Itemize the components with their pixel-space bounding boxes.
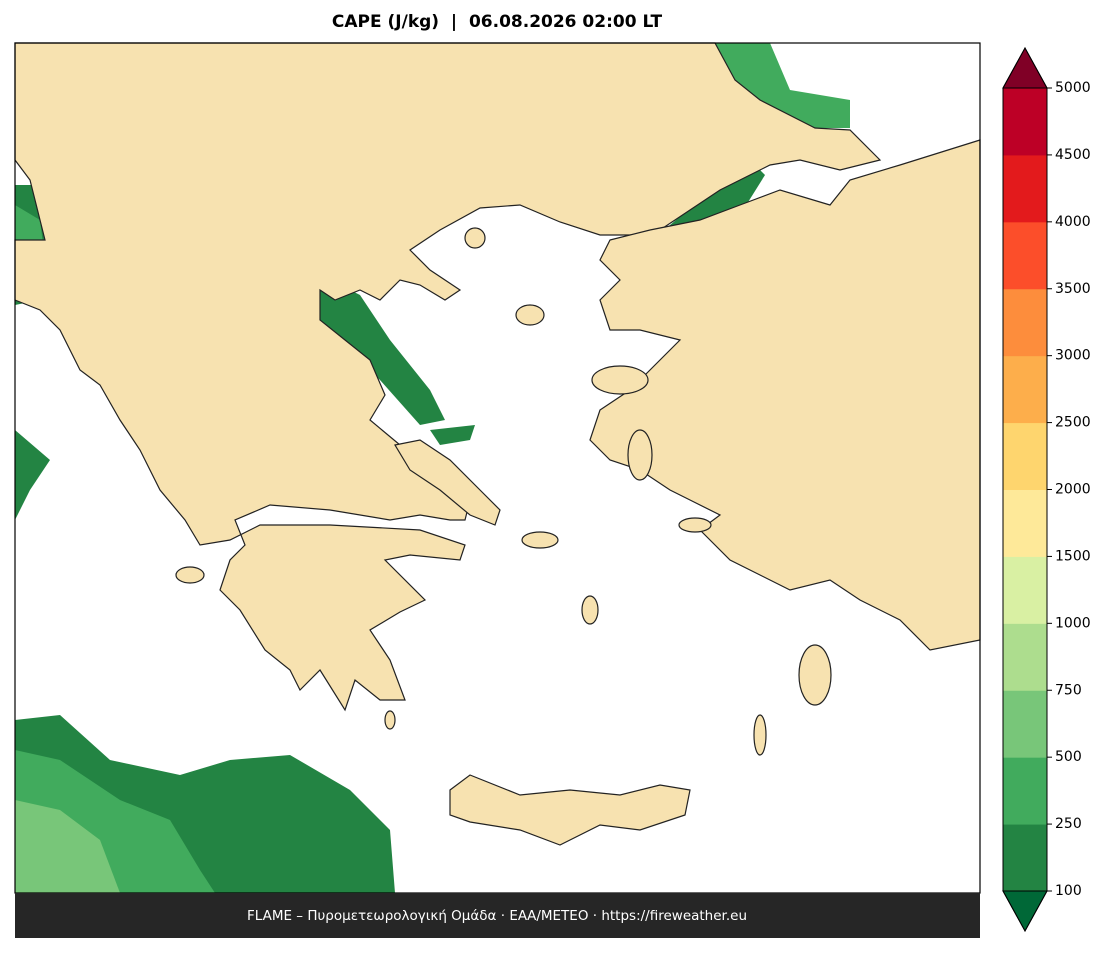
colorbar-tick-label: 3000 [1055, 348, 1091, 364]
island [581, 595, 599, 625]
colorbar-band [1003, 221, 1047, 290]
colorbar-band [1003, 690, 1047, 758]
colorbar-band [1003, 757, 1047, 825]
island [753, 714, 767, 756]
land-euboea [394, 439, 501, 526]
colorbar-band [1003, 489, 1047, 557]
colorbar-tick-label: 4500 [1055, 147, 1091, 163]
colorbar-band [1003, 288, 1047, 357]
colorbar: 100 250 500 750 1000 1500 2000 2500 3000 3500 4000… [1002, 46, 1091, 933]
land-anatolia [589, 139, 981, 651]
colorbar-band [1003, 824, 1047, 892]
colorbar-under [1002, 890, 1048, 933]
land-crete [449, 774, 691, 846]
colorbar-band [1003, 154, 1047, 223]
island [798, 644, 832, 706]
colorbar-band [1003, 422, 1047, 490]
footer-text: FLAME – Πυρομετεωρολογική Ομάδα · ΕΑΑ/ME… [247, 908, 747, 924]
colorbar-tick-label: 4000 [1055, 214, 1091, 230]
colorbar-tick-label: 250 [1055, 816, 1082, 832]
island [175, 566, 205, 584]
map [14, 42, 981, 894]
colorbar-over [1002, 46, 1048, 89]
island [384, 710, 396, 730]
colorbar-tick-label: 2000 [1055, 482, 1091, 498]
colorbar-tick-label: 3500 [1055, 281, 1091, 297]
colorbar-tick-label: 100 [1055, 883, 1082, 899]
colorbar-tick-label: 1000 [1055, 615, 1091, 631]
map-title: CAPE (J/kg) | 06.08.2026 02:00 LT [332, 12, 663, 32]
colorbar-band [1003, 556, 1047, 624]
footer-bar [15, 893, 980, 938]
cape-area [15, 800, 120, 893]
land-balkans-greece [14, 42, 882, 712]
colorbar-band [1003, 88, 1047, 156]
colorbar-tick-label: 2500 [1055, 415, 1091, 431]
colorbar-tick-label: 5000 [1055, 80, 1091, 96]
island [515, 304, 545, 326]
island [591, 365, 649, 395]
island [521, 531, 559, 549]
colorbar-tick-label: 1500 [1055, 548, 1091, 564]
cape-area [430, 425, 475, 445]
colorbar-tick-label: 500 [1055, 749, 1082, 765]
island [627, 429, 653, 481]
colorbar-band [1003, 355, 1047, 424]
cape-area [300, 265, 445, 425]
colorbar-tick-label: 750 [1055, 682, 1082, 698]
cape-area [15, 430, 50, 520]
island [464, 227, 486, 249]
island [678, 517, 712, 533]
colorbar-band [1003, 623, 1047, 691]
